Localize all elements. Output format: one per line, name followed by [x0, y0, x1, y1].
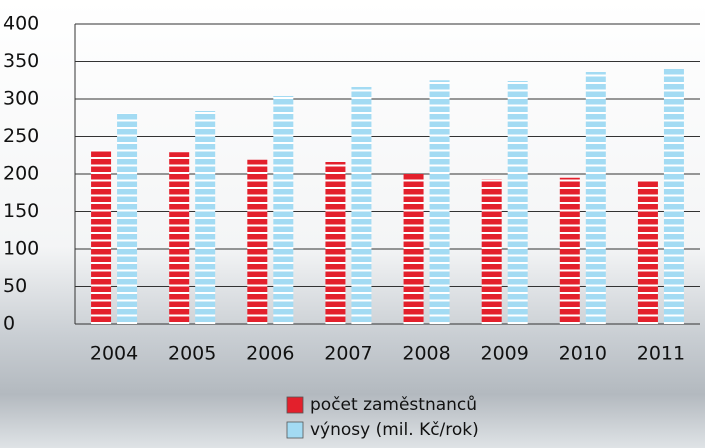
bar — [663, 69, 684, 324]
x-tick-label: 2010 — [559, 343, 607, 365]
bar — [117, 113, 138, 324]
bar — [169, 152, 190, 324]
bar — [559, 177, 580, 324]
x-tick-label: 2004 — [90, 343, 138, 365]
bar — [403, 174, 424, 324]
bar — [429, 80, 450, 324]
bar — [325, 162, 346, 324]
x-tick-label: 2009 — [481, 343, 529, 365]
bar — [507, 81, 528, 324]
x-tick-label: 2011 — [637, 343, 685, 365]
bar — [91, 150, 112, 324]
y-tick-label: 300 — [3, 88, 39, 110]
bar — [273, 96, 294, 324]
y-tick-label: 250 — [3, 125, 39, 147]
legend-swatch — [286, 396, 304, 414]
x-tick-label: 2008 — [402, 343, 450, 365]
y-tick-label: 200 — [3, 163, 39, 185]
x-tick-label: 2007 — [324, 343, 372, 365]
x-tick-label: 2005 — [168, 343, 216, 365]
y-tick-label: 100 — [3, 238, 39, 260]
y-tick-label: 400 — [3, 13, 39, 35]
bar — [247, 159, 268, 324]
y-tick-label: 0 — [3, 313, 15, 335]
y-tick-label: 350 — [3, 50, 39, 72]
legend-label: výnosy (mil. Kč/rok) — [310, 420, 479, 440]
x-tick-label: 2006 — [246, 343, 294, 365]
bar — [637, 180, 658, 324]
legend-swatch — [286, 421, 304, 439]
bar — [195, 111, 216, 324]
y-tick-label: 50 — [3, 275, 27, 297]
bar — [481, 179, 502, 324]
bar — [351, 87, 372, 324]
y-tick-label: 150 — [3, 200, 39, 222]
bar — [585, 72, 606, 324]
legend-label: počet zaměstnanců — [310, 395, 477, 415]
